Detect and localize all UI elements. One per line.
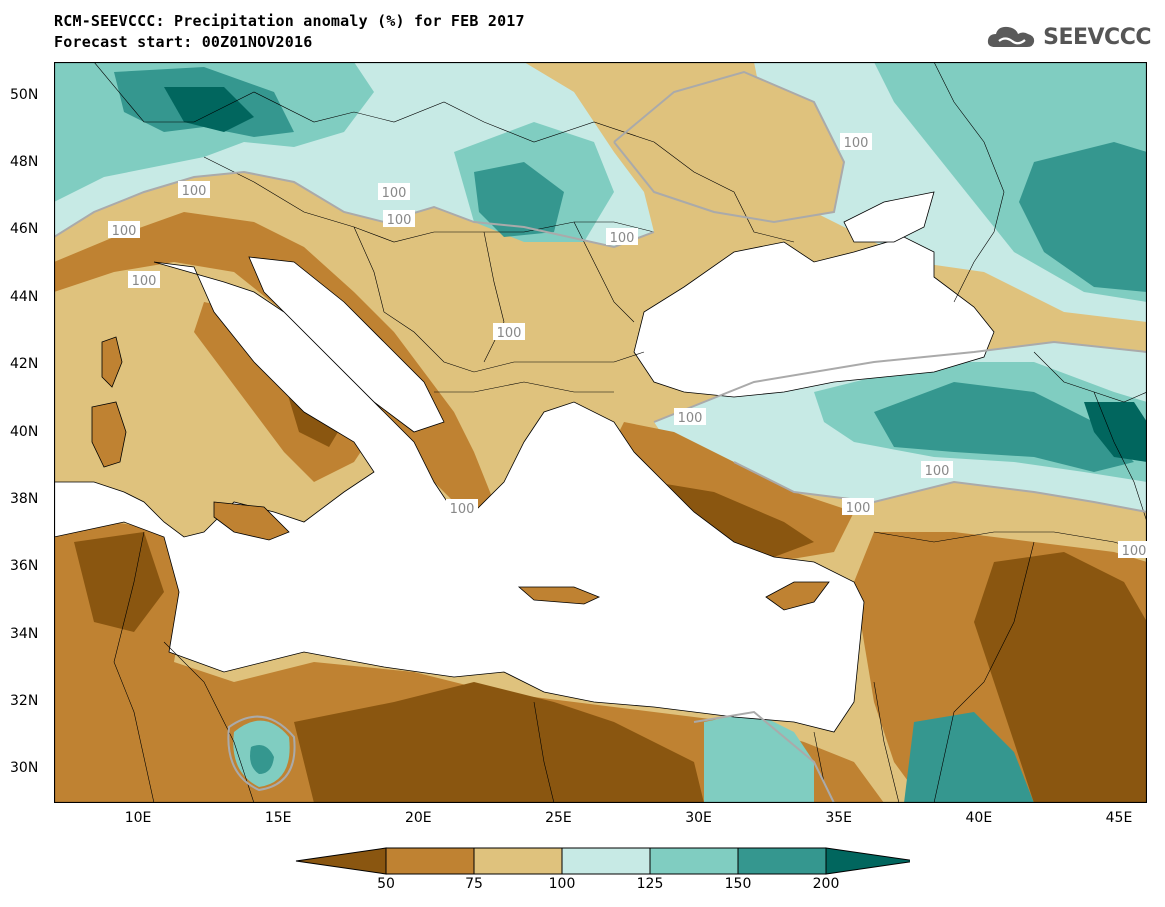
lon-label: 10E <box>124 810 152 826</box>
sardinia <box>91 401 127 468</box>
wet-region-caucasus-max <box>1084 402 1147 462</box>
contour-label: 100 <box>387 213 412 228</box>
contour-label-bg <box>108 221 140 238</box>
colorbar-segment <box>473 847 563 875</box>
lon-label: 35E <box>825 810 853 826</box>
contour-label-bg <box>606 228 638 245</box>
contour-label: 100 <box>925 464 950 479</box>
contour-label-bg <box>674 408 706 425</box>
dry-region-anatolia-max <box>654 482 814 557</box>
wet-region-arabia <box>904 712 1034 803</box>
contour-label-bg <box>840 133 872 150</box>
wet-region-carpathians-high <box>474 162 564 237</box>
colorbar-segment <box>649 847 739 875</box>
black-sea <box>633 236 995 398</box>
contour-label: 100 <box>382 186 407 201</box>
lon-label: 40E <box>965 810 993 826</box>
dry-region-ukraine <box>614 72 844 222</box>
dry-region-levant-max <box>974 552 1147 803</box>
contour-label: 100 <box>450 502 475 517</box>
lat-label: 46N <box>10 221 39 238</box>
lat-label: 50N <box>10 86 39 103</box>
contour-label: 100 <box>846 501 871 516</box>
contour-label: 100 <box>610 231 635 246</box>
lat-label: 42N <box>10 356 39 373</box>
seevccc-logo: SEEVCCC <box>985 22 1151 52</box>
lat-label: 36N <box>10 558 39 575</box>
contour-label: 100 <box>844 136 869 151</box>
wet-region-central-europe-max <box>164 87 254 132</box>
crete <box>517 586 601 605</box>
lon-label: 30E <box>685 810 712 826</box>
corsica <box>101 336 123 388</box>
sicily <box>213 501 290 541</box>
contour-label-bg <box>493 323 525 340</box>
forecast-start-label: Forecast start: 00Z01NOV2016 <box>54 33 313 51</box>
cloud-logo-icon <box>988 26 1035 47</box>
colorbar-label: 100 <box>548 876 576 892</box>
contour-label-bg <box>446 499 478 516</box>
contour-label-bg <box>842 498 874 515</box>
cyprus <box>765 581 830 611</box>
colorbar-segment <box>295 847 387 875</box>
logo-text: SEEVCCC <box>1043 24 1151 50</box>
lat-label: 34N <box>10 625 39 642</box>
lon-label: 25E <box>545 810 572 826</box>
colorbar-segment <box>561 847 651 875</box>
azov-sea <box>843 191 935 243</box>
contour-label: 100 <box>112 224 137 239</box>
wet-region-egypt <box>704 712 814 803</box>
contour-label-bg <box>378 183 410 200</box>
colorbar-label: 50 <box>377 876 395 892</box>
contour-label: 100 <box>1122 544 1147 559</box>
contour-label-bg <box>1118 541 1147 558</box>
contour-label: 100 <box>132 274 157 289</box>
lat-label: 44N <box>10 288 39 305</box>
contour-label: 100 <box>497 326 522 341</box>
contour-label-bg <box>921 461 953 478</box>
colorbar-label: 75 <box>465 876 483 892</box>
lon-label: 15E <box>264 810 292 826</box>
colorbar-segment <box>825 847 910 875</box>
colorbar-segment <box>385 847 475 875</box>
lon-label: 20E <box>404 810 432 826</box>
contour-100-lines <box>54 70 1147 803</box>
anomaly-map: 100 100 100 100 100 100 100 100 100 100 100 100 100 <box>54 62 1147 803</box>
map-frame <box>54 62 1147 803</box>
wet-region-libya-high <box>250 744 274 774</box>
lat-label: 38N <box>10 490 39 507</box>
contour-label: 100 <box>678 411 703 426</box>
contour-label-bg <box>128 271 160 288</box>
lat-label: 48N <box>10 154 39 171</box>
colorbar <box>295 847 910 875</box>
lat-label: 40N <box>10 423 39 440</box>
wet-region-turkey-high <box>874 382 1134 472</box>
lat-label: 32N <box>10 692 39 709</box>
map-title: RCM-SEEVCCC: Precipitation anomaly (%) f… <box>54 12 525 30</box>
contour-label: 100 <box>182 184 207 199</box>
contour-labels: 100 100 100 100 100 100 100 100 100 100 100 100 100 <box>108 133 1147 559</box>
colorbar-label: 150 <box>724 876 752 892</box>
colorbar-segment <box>737 847 827 875</box>
dry-region-africa-max <box>74 532 704 803</box>
lon-label: 45E <box>1105 810 1133 826</box>
colorbar-label: 200 <box>812 876 840 892</box>
colorbar-label: 125 <box>636 876 664 892</box>
contour-label-bg <box>383 210 415 227</box>
wet-region-east-high <box>1019 142 1147 292</box>
lat-label: 30N <box>10 760 39 777</box>
contour-label-bg <box>178 181 210 198</box>
